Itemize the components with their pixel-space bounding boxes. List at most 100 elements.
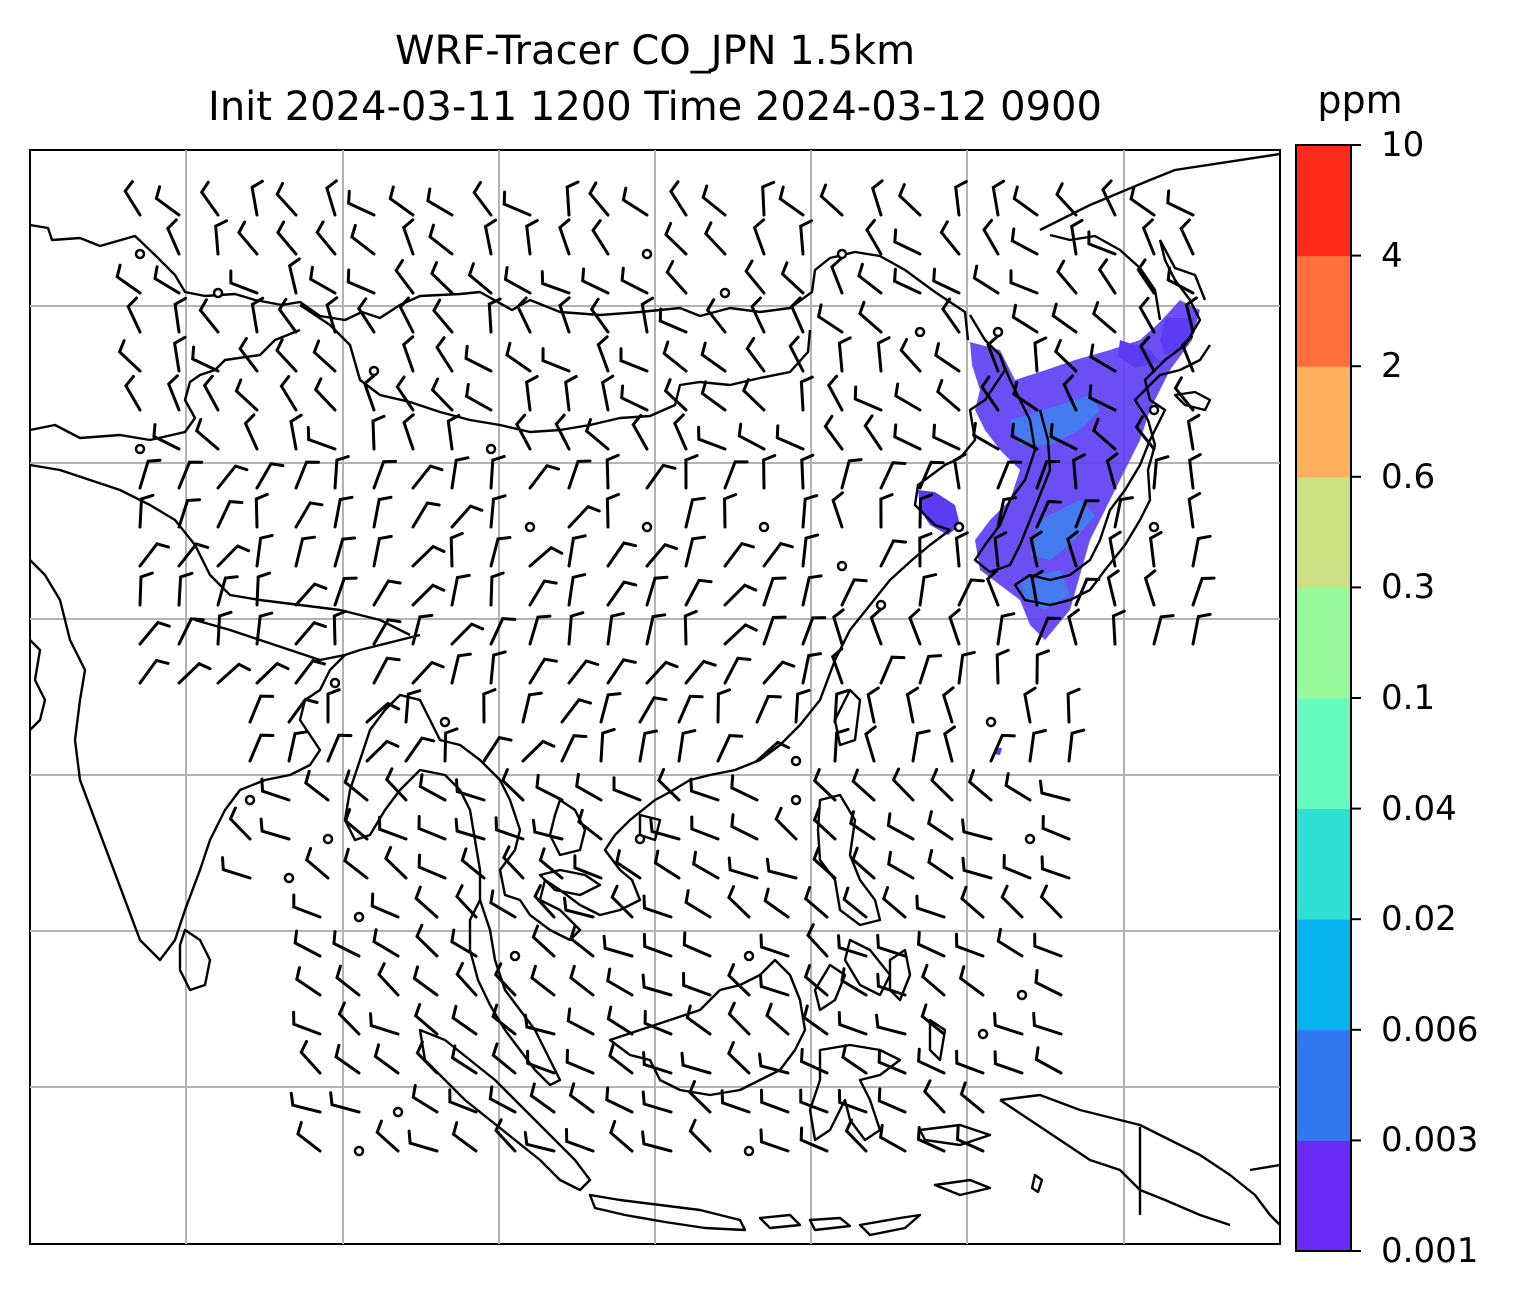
wind-barb xyxy=(788,335,805,373)
wind-barb xyxy=(1032,1011,1063,1036)
wind-barb xyxy=(755,740,791,763)
wind-barb xyxy=(432,298,454,334)
wind-barb xyxy=(894,382,922,412)
wind-barb xyxy=(745,336,766,373)
wind-barb xyxy=(372,579,402,607)
wind-barb xyxy=(684,659,717,685)
wind-barb xyxy=(645,575,669,607)
wind-barb xyxy=(1067,608,1080,646)
wind-barb xyxy=(778,185,805,217)
wind-barb xyxy=(957,650,976,685)
wind-barb xyxy=(886,812,915,841)
wind-barb xyxy=(373,1043,400,1075)
wind-barb xyxy=(1067,728,1086,763)
wind-barb xyxy=(985,569,1000,607)
calm-marker xyxy=(641,248,653,260)
wind-barb xyxy=(528,463,560,490)
wind-barb xyxy=(1179,218,1195,256)
wind-barb xyxy=(343,769,369,802)
wind-barb xyxy=(967,769,993,802)
wind-barb xyxy=(878,1123,907,1153)
wind-barb xyxy=(723,541,755,568)
wind-barb xyxy=(1012,381,1039,412)
wind-barb xyxy=(558,296,571,334)
wind-barb xyxy=(411,613,434,646)
wind-barb xyxy=(943,725,956,763)
wind-barb xyxy=(1040,855,1071,880)
wind-barb xyxy=(1074,577,1101,607)
wind-barb xyxy=(612,776,642,802)
wind-barb xyxy=(216,500,244,529)
wind-barb xyxy=(428,223,454,256)
wind-barb xyxy=(540,270,571,295)
wind-barb xyxy=(1066,530,1079,568)
wind-barb xyxy=(250,179,264,217)
wind-barb xyxy=(294,460,320,490)
wind-barb xyxy=(483,218,498,256)
wind-barb xyxy=(454,817,486,841)
wind-barb xyxy=(954,180,968,217)
wind-barb xyxy=(789,296,805,334)
wind-barb xyxy=(688,1080,712,1114)
wind-barb xyxy=(554,413,571,451)
wind-barb xyxy=(449,531,464,568)
calm-marker xyxy=(977,1028,989,1040)
wind-barb xyxy=(759,933,790,958)
wind-barb xyxy=(533,884,556,919)
calm-marker xyxy=(992,326,1004,338)
wind-barb xyxy=(704,221,727,256)
wind-barb xyxy=(730,813,759,841)
colorbar-segment xyxy=(1296,919,1351,1031)
wind-barb xyxy=(528,579,558,607)
wind-barb xyxy=(177,460,204,490)
wind-barb xyxy=(642,894,673,919)
wind-barb xyxy=(826,374,844,412)
wind-barb xyxy=(335,964,361,997)
wind-barb xyxy=(641,973,673,997)
wind-barb xyxy=(610,884,634,919)
wind-barb xyxy=(464,382,493,412)
wind-barb xyxy=(952,452,967,490)
wind-barb xyxy=(198,298,220,334)
wind-barb xyxy=(414,885,439,919)
colorbar-segment xyxy=(1296,808,1351,920)
wind-barb xyxy=(1129,185,1156,217)
wind-barb xyxy=(401,335,415,373)
wind-barb xyxy=(692,850,720,880)
calm-marker xyxy=(836,248,848,260)
wind-barb xyxy=(700,380,727,412)
wind-barb xyxy=(697,425,727,451)
wind-barb xyxy=(516,296,532,334)
wind-barb xyxy=(451,1121,478,1153)
wind-barb xyxy=(306,426,337,451)
wind-barb xyxy=(1066,687,1081,724)
wind-barb xyxy=(877,1048,907,1075)
wind-barb xyxy=(417,815,447,841)
wind-barb xyxy=(801,574,823,607)
wind-barb xyxy=(493,962,517,997)
wind-barb xyxy=(837,1088,868,1114)
wind-barb xyxy=(642,932,673,958)
wind-barb xyxy=(609,1119,634,1153)
wind-barb xyxy=(801,652,822,685)
wind-barb xyxy=(295,966,322,997)
wind-barb xyxy=(961,856,993,880)
wind-barb xyxy=(372,459,398,490)
wind-barb xyxy=(346,268,376,295)
wind-barb xyxy=(277,297,298,334)
wind-barb xyxy=(879,461,907,490)
wind-barb xyxy=(377,962,400,997)
wind-barb xyxy=(677,729,697,763)
wind-barb xyxy=(177,498,202,529)
wind-barb xyxy=(615,849,642,880)
wind-barb xyxy=(932,267,961,295)
colorbar-segment xyxy=(1296,476,1351,588)
calm-marker xyxy=(790,755,802,767)
wind-barb xyxy=(727,885,751,919)
wind-barb xyxy=(958,965,985,997)
wind-barb xyxy=(489,571,505,607)
colorbar-tick-label: 0.1 xyxy=(1381,678,1436,718)
wind-barb xyxy=(780,261,805,295)
wind-barb xyxy=(605,453,620,490)
wind-barb xyxy=(620,384,649,412)
